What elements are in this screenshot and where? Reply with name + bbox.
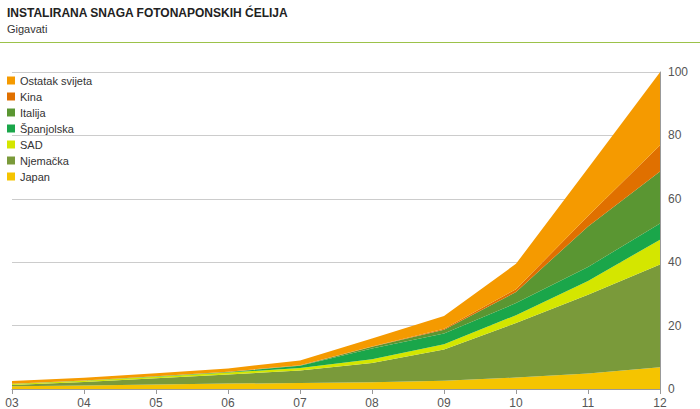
- svg-text:Japan: Japan: [20, 171, 50, 183]
- svg-text:40: 40: [668, 255, 682, 269]
- svg-text:04: 04: [77, 396, 91, 409]
- svg-text:Španjolska: Španjolska: [20, 123, 75, 135]
- svg-text:09: 09: [437, 396, 451, 409]
- svg-text:10: 10: [509, 396, 523, 409]
- svg-text:100: 100: [668, 65, 688, 79]
- svg-text:12: 12: [653, 396, 667, 409]
- svg-text:0: 0: [668, 382, 675, 396]
- svg-text:08: 08: [365, 396, 379, 409]
- svg-text:03: 03: [5, 396, 19, 409]
- svg-text:20: 20: [668, 319, 682, 333]
- svg-text:05: 05: [149, 396, 163, 409]
- svg-text:60: 60: [668, 192, 682, 206]
- svg-text:07: 07: [293, 396, 307, 409]
- svg-text:Italija: Italija: [20, 107, 47, 119]
- svg-text:INSTALIRANA SNAGA FOTONAPONSKI: INSTALIRANA SNAGA FOTONAPONSKIH ĆELIJA: [7, 5, 288, 20]
- svg-text:SAD: SAD: [20, 139, 43, 151]
- svg-text:11: 11: [582, 396, 595, 409]
- svg-text:Njemačka: Njemačka: [20, 155, 70, 167]
- svg-text:Kina: Kina: [20, 91, 43, 103]
- svg-text:06: 06: [221, 396, 235, 409]
- svg-text:Gigavati: Gigavati: [7, 23, 47, 35]
- svg-text:80: 80: [668, 128, 682, 142]
- svg-text:Ostatak svijeta: Ostatak svijeta: [20, 75, 93, 87]
